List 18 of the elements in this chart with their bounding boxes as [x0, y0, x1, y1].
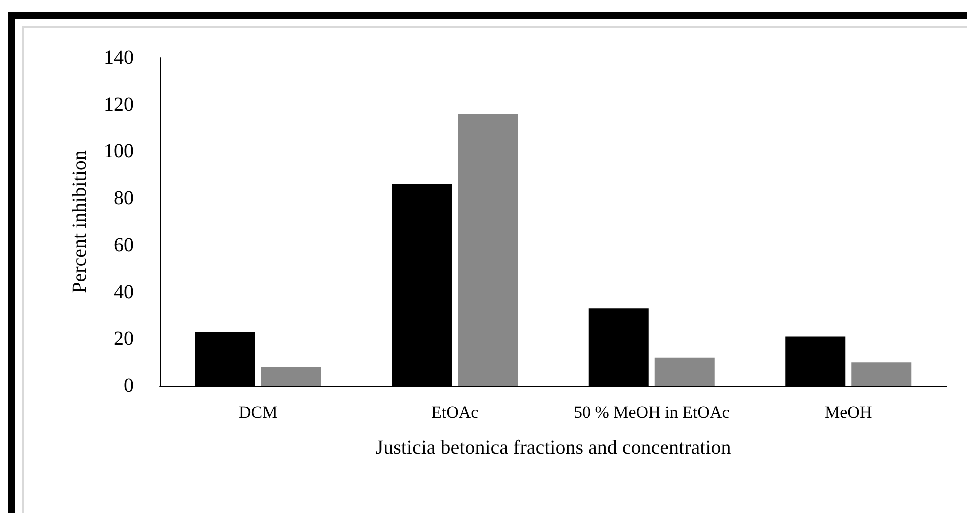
x-axis-title: Justicia betonica fractions and concentration	[376, 437, 732, 459]
x-tick-label: EtOAc	[432, 403, 480, 422]
bar	[458, 114, 518, 386]
y-tick-label: 60	[114, 234, 134, 256]
x-tick-label: 50 % MeOH in EtOAc	[574, 403, 730, 422]
bar	[261, 367, 322, 386]
x-tick-label: MeOH	[825, 403, 872, 422]
y-tick-label: 20	[114, 328, 134, 350]
y-tick-label: 0	[124, 375, 134, 397]
y-tick-label: 120	[104, 94, 134, 116]
bar	[654, 358, 715, 386]
bar	[852, 362, 912, 386]
x-tick-label: DCM	[239, 403, 278, 422]
y-tick-label: 80	[114, 188, 134, 210]
y-axis-title: Percent inhibition	[69, 150, 91, 294]
y-tick-label: 100	[104, 140, 134, 163]
y-tick-label: 140	[104, 47, 134, 69]
y-tick-label: 40	[114, 281, 134, 304]
